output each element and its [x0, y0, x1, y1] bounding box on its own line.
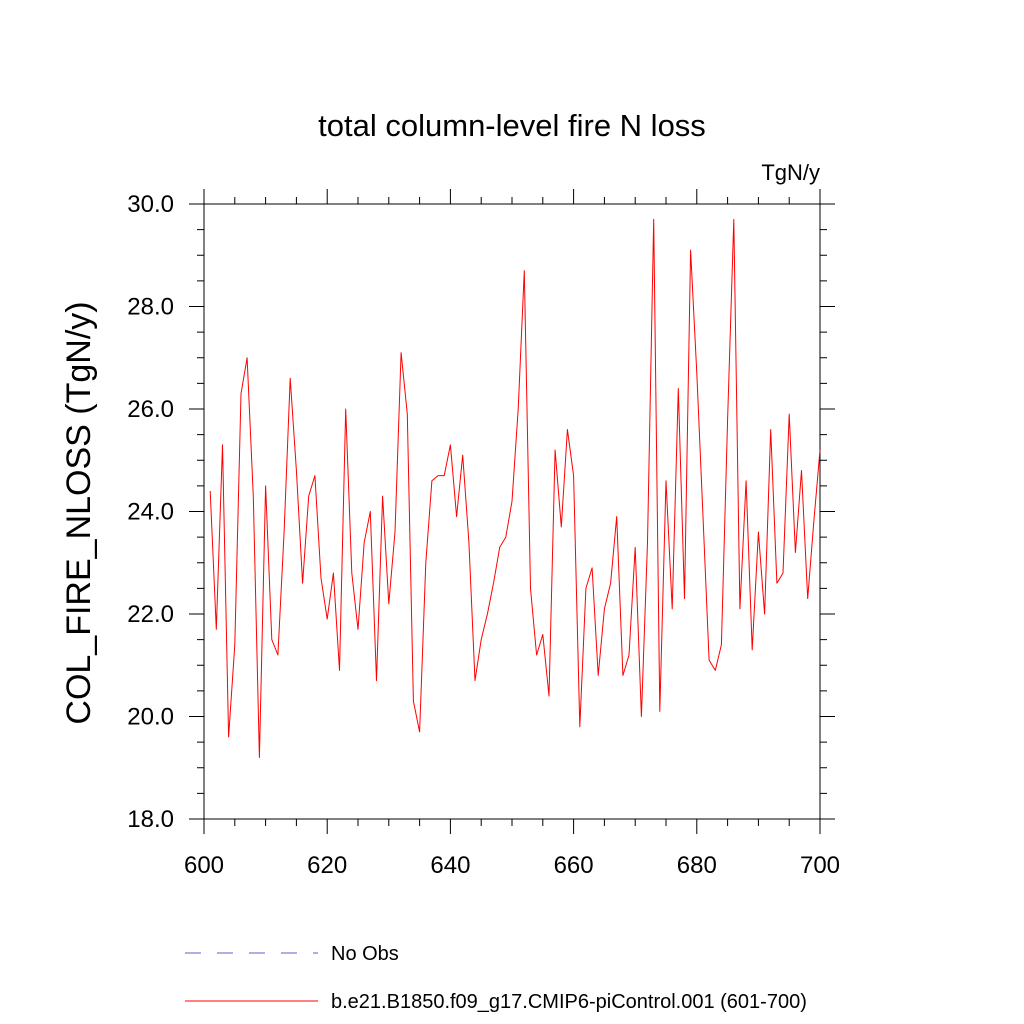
y-tick-label: 24.0 — [127, 499, 174, 526]
x-tick-label: 680 — [677, 852, 717, 879]
legend-label-no-obs: No Obs — [331, 943, 399, 965]
plot-axes — [203, 203, 821, 820]
axis-ticks — [189, 189, 835, 834]
y-tick-label: 18.0 — [127, 806, 174, 833]
x-tick-label: 700 — [800, 852, 840, 879]
y-tick-label: 30.0 — [127, 191, 174, 218]
axis-tick-labels: 600 620 640 660 680 700 18.0 20.0 22.0 24.0 26.0 28… — [127, 191, 840, 879]
x-tick-label: 600 — [184, 852, 224, 879]
units-label: TgN/y — [761, 160, 820, 185]
y-tick-label: 20.0 — [127, 704, 174, 731]
legend: No Obs b.e21.B1850.f09_g17.CMIP6-piContr… — [185, 943, 807, 1013]
series-line — [209, 218, 821, 758]
y-tick-label: 26.0 — [127, 396, 174, 423]
y-tick-label: 22.0 — [127, 601, 174, 628]
x-tick-label: 620 — [307, 852, 347, 879]
series-layer — [209, 218, 821, 758]
legend-label-control-run: b.e21.B1850.f09_g17.CMIP6-piControl.001 … — [331, 991, 807, 1013]
y-axis-label: COL_FIRE_NLOSS (TgN/y) — [60, 301, 98, 724]
plot-frame — [203, 203, 821, 820]
chart-title: total column-level fire N loss — [318, 108, 706, 143]
y-tick-label: 28.0 — [127, 294, 174, 321]
x-tick-label: 660 — [554, 852, 594, 879]
x-tick-label: 640 — [430, 852, 470, 879]
